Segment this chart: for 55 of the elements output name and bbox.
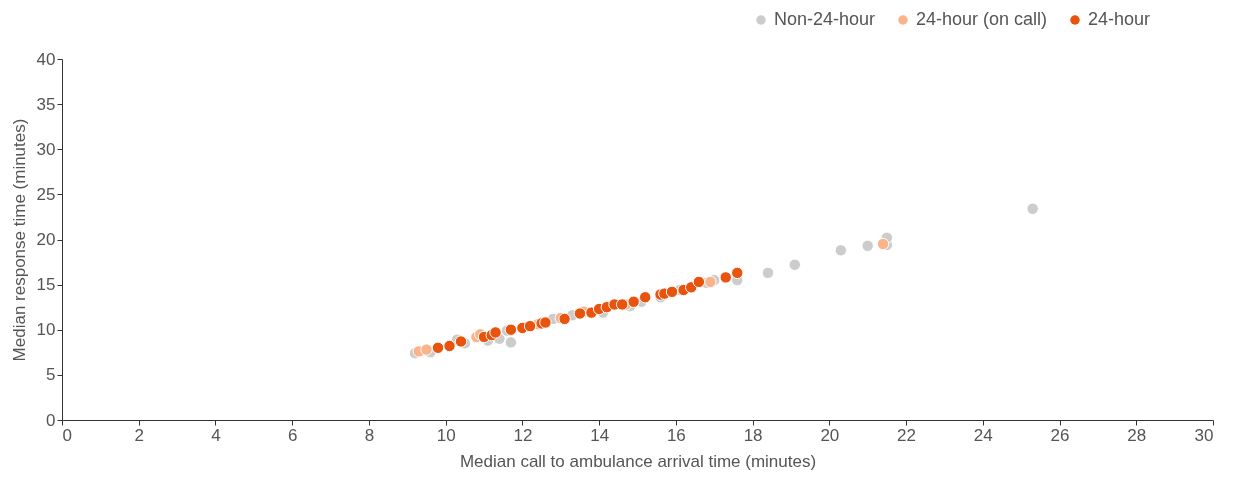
point (876, 237, 890, 251)
x-tick-label: 2 (134, 425, 144, 445)
y-tick-label: 15 (36, 275, 56, 295)
x-tick-label: 22 (897, 425, 917, 445)
point (420, 343, 433, 356)
x-tick-label: 16 (666, 425, 686, 445)
x-tick-label: 12 (513, 425, 533, 445)
x-tick-label: 8 (364, 425, 375, 445)
x-tick-label: 26 (1050, 425, 1070, 445)
x-tick-label: 24 (973, 425, 993, 445)
y-tick-label: 20 (36, 230, 56, 249)
y-tick-label: 10 (36, 320, 56, 340)
point (431, 341, 445, 354)
point (443, 339, 456, 353)
point (504, 336, 518, 349)
legend-label: Non-24-hour (774, 9, 876, 29)
y-tick-label: 25 (36, 184, 56, 204)
point (504, 323, 518, 336)
point (788, 258, 801, 271)
y-tick-label: 0 (46, 410, 56, 430)
y-axis-title: Median response time (minutes) (9, 118, 29, 362)
y-tick-label: 5 (46, 365, 56, 385)
point (692, 275, 706, 289)
point (523, 319, 537, 333)
y-tick-label: 30 (36, 139, 56, 159)
y-tick-label: 40 (36, 49, 56, 69)
x-tick-label: 14 (590, 425, 610, 445)
point (558, 312, 571, 326)
point (539, 316, 552, 329)
point (573, 307, 587, 320)
point (704, 275, 717, 289)
y-tick-label: 35 (36, 94, 56, 114)
point (861, 239, 874, 253)
point (454, 335, 468, 348)
x-tick-label: 28 (1127, 425, 1147, 445)
point (665, 285, 679, 299)
x-tick-label: 18 (743, 425, 763, 445)
legend-label: 24-hour (1088, 9, 1151, 29)
legend-label: 24-hour (on call) (916, 9, 1048, 29)
point (615, 298, 629, 311)
point (731, 266, 744, 280)
x-tick-label: 0 (62, 425, 72, 445)
point (638, 291, 652, 304)
point (1026, 202, 1039, 215)
point (627, 295, 640, 308)
x-tick-label: 4 (211, 425, 221, 445)
x-tick-label: 10 (436, 425, 456, 445)
x-tick-label: 30 (1194, 425, 1214, 445)
point (834, 244, 848, 257)
point (719, 271, 732, 284)
x-tick-label: 6 (287, 425, 298, 445)
x-tick-label: 20 (820, 425, 840, 445)
point (489, 326, 502, 339)
point (761, 266, 775, 280)
x-axis-title: Median call to ambulance arrival time (minutes) (459, 451, 817, 471)
